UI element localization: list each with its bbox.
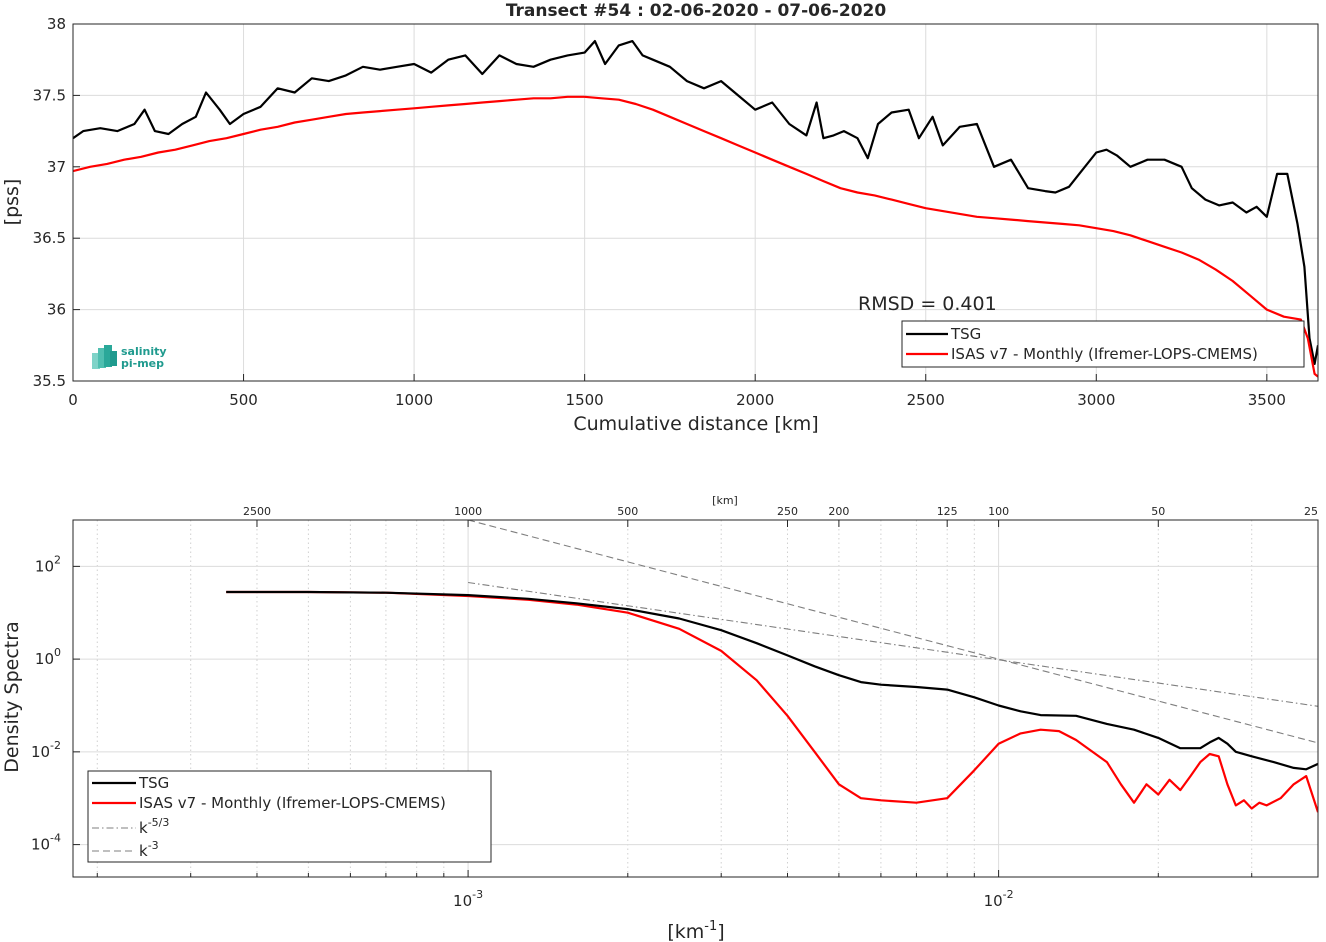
bottom-legend-label-k3: k-3 <box>139 839 159 860</box>
top-x-tick-label: 500 <box>229 391 258 409</box>
bottom-legend-label-isas: ISAS v7 - Monthly (Ifremer-LOPS-CMEMS) <box>139 794 446 812</box>
top-legend: TSG ISAS v7 - Monthly (Ifremer-LOPS-CMEM… <box>901 320 1305 368</box>
bottom-ticks: 10-3 10-2 10-4 10-2 100 102 2500 1000 500 250 200 1… <box>31 505 1319 910</box>
bottom-legend-label-tsg: TSG <box>138 774 169 792</box>
top-x-tick-label: 1500 <box>566 391 604 409</box>
top-y-tick-label: 35.5 <box>33 372 66 390</box>
bottom-series-isas <box>226 590 1318 813</box>
bottom-legend: TSG ISAS v7 - Monthly (Ifremer-LOPS-CMEM… <box>87 770 492 863</box>
bottom-top-tick-label: 100 <box>988 505 1009 518</box>
top-legend-label-tsg: TSG <box>950 325 981 343</box>
logo-text-line2: pi-mep <box>121 357 164 370</box>
top-x-tick-label: 0 <box>68 391 78 409</box>
bottom-y-tick-label: 10-2 <box>31 739 61 761</box>
bottom-top-tick-label: 1000 <box>454 505 482 518</box>
bottom-series-lines <box>226 520 1318 813</box>
salinity-pi-mep-logo: salinity pi-mep <box>92 345 167 370</box>
top-x-tick-label: 1000 <box>395 391 433 409</box>
top-x-tick-label: 2500 <box>907 391 945 409</box>
top-series-tsg <box>73 39 1318 365</box>
bottom-series-k53 <box>468 581 1318 707</box>
bottom-top-tick-label: 200 <box>828 505 849 518</box>
bottom-x-axis-label: [km-1] <box>667 919 724 942</box>
bottom-y-tick-label: 102 <box>35 553 61 575</box>
top-y-tick-label: 36.5 <box>33 229 66 247</box>
top-x-tick-label: 2000 <box>736 391 774 409</box>
top-y-tick-label: 38 <box>47 15 66 33</box>
density-spectra-chart: 10-3 10-2 10-4 10-2 100 102 2500 1000 500 250 200 1… <box>1 494 1319 942</box>
bottom-x-tick-label: 10-3 <box>453 888 483 910</box>
top-y-tick-label: 37.5 <box>33 86 66 104</box>
bottom-top-tick-label: 125 <box>937 505 958 518</box>
bottom-legend-box <box>87 770 492 863</box>
bottom-top-tick-label: 50 <box>1151 505 1165 518</box>
top-y-tick-label: 36 <box>47 301 66 319</box>
top-legend-label-isas: ISAS v7 - Monthly (Ifremer-LOPS-CMEMS) <box>951 345 1258 363</box>
bottom-top-tick-label: 2500 <box>243 505 271 518</box>
bottom-series-tsg <box>226 590 1318 771</box>
top-x-tick-label: 3000 <box>1077 391 1115 409</box>
top-y-axis-label: [pss] <box>1 179 23 226</box>
top-ticks: 0 500 1000 1500 2000 2500 3000 3500 35.5 36 36.5 37… <box>33 15 1286 409</box>
bottom-top-axis-label: [km] <box>712 494 738 507</box>
bottom-x-tick-label: 10-2 <box>984 888 1014 910</box>
bottom-axes-box <box>72 519 1319 878</box>
salinity-transect-chart: Transect #54 : 02-06-2020 - 07-06-2020 0… <box>1 1 1319 435</box>
bottom-y-tick-label: 10-4 <box>31 832 61 854</box>
top-series-isas <box>73 95 1318 378</box>
rmsd-annotation: RMSD = 0.401 <box>858 293 997 315</box>
bottom-top-tick-label: 250 <box>777 505 798 518</box>
top-series-lines <box>73 39 1318 378</box>
chart-title: Transect #54 : 02-06-2020 - 07-06-2020 <box>506 1 887 21</box>
bottom-top-tick-label: 500 <box>617 505 638 518</box>
bottom-y-axis-label: Density Spectra <box>1 621 23 772</box>
top-x-axis-label: Cumulative distance [km] <box>573 413 818 435</box>
logo-mark-icon <box>92 345 117 369</box>
top-legend-box <box>901 320 1305 368</box>
top-y-tick-label: 37 <box>47 158 66 176</box>
bottom-series-k3 <box>467 520 1318 744</box>
top-axes-box <box>72 23 1319 382</box>
logo-text-line1: salinity <box>121 345 167 358</box>
bottom-top-tick-label: 25 <box>1304 505 1318 518</box>
bottom-y-tick-label: 100 <box>35 646 61 668</box>
top-x-tick-label: 3500 <box>1248 391 1286 409</box>
bottom-legend-label-k53: k-5/3 <box>139 816 169 837</box>
